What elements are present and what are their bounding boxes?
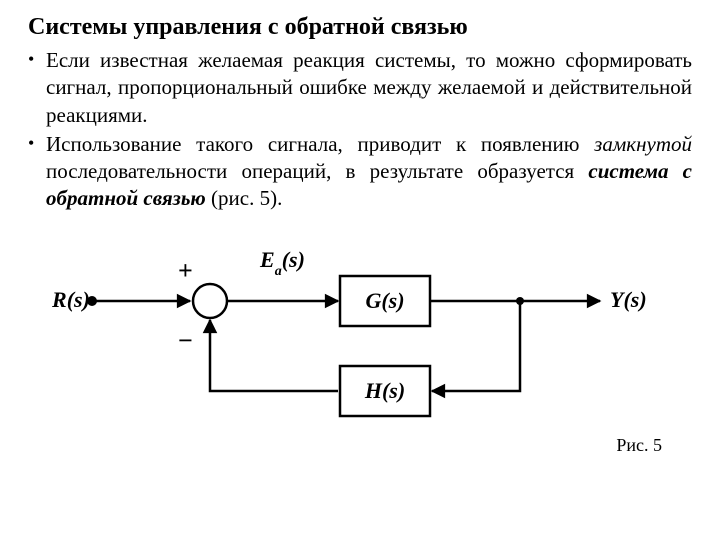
block-label: G(s) [365, 288, 404, 313]
signal-line [432, 301, 520, 391]
signal-line [210, 320, 338, 391]
block-label: H(s) [364, 378, 405, 403]
bullet-item: • Если известная желаемая реакция систем… [28, 47, 692, 129]
minus-sign: − [178, 326, 193, 355]
bullet-text: Если известная желаемая реакция системы,… [46, 47, 692, 129]
bullet-dot-icon: • [28, 131, 46, 213]
summing-junction [193, 284, 227, 318]
branch-node-dot [516, 297, 524, 305]
feedback-block-diagram: G(s) H(s) R(s) Ea(s) Y(s) + − [40, 221, 680, 431]
signal-label-r: R(s) [51, 287, 90, 312]
figure-caption: Рис. 5 [28, 435, 692, 456]
signal-label-ea: Ea(s) [259, 247, 305, 279]
bullet-dot-icon: • [28, 47, 46, 129]
plus-sign: + [178, 256, 193, 285]
signal-label-y: Y(s) [610, 287, 647, 312]
bullet-list: • Если известная желаемая реакция систем… [28, 47, 692, 213]
bullet-text: Использование такого сигнала, приводит к… [46, 131, 692, 213]
bullet-item: • Использование такого сигнала, приводит… [28, 131, 692, 213]
page-title: Системы управления с обратной связью [28, 14, 692, 41]
